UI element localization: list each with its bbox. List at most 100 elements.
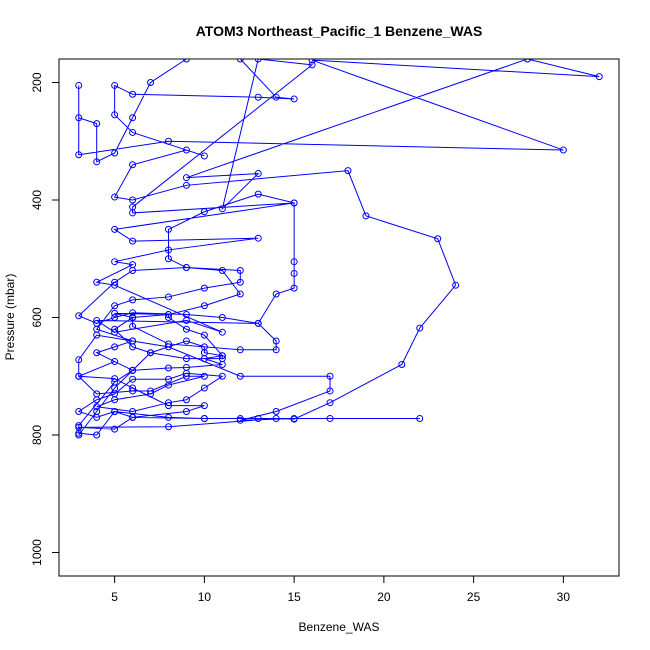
data-point [290,269,298,277]
data-point [129,384,137,392]
data-point [164,399,172,407]
data-point [164,255,172,263]
data-point [182,59,190,63]
data-point [200,355,208,363]
data-point [164,225,172,233]
y-tick-label: 200 [30,72,44,92]
data-point [290,95,298,103]
data-point [111,302,119,310]
data-point [182,337,190,345]
data-point [111,225,119,233]
data-point [75,151,83,159]
data-point [129,408,137,415]
data-point [236,346,244,354]
data-point [254,415,262,423]
data-point [111,425,119,433]
data-point [111,309,119,317]
data-point [182,316,190,324]
data-point [254,170,262,178]
data-point [182,174,190,182]
data-point [93,316,101,324]
data-point [111,149,119,157]
data-point [218,328,226,336]
x-tick-label: 15 [287,590,301,604]
data-point [236,267,244,274]
data-point [111,81,119,89]
data-point [93,331,101,339]
data-point [111,193,119,201]
data-point [164,423,172,431]
y-tick-label: 800 [30,425,44,445]
data-point [129,261,137,269]
data-point [523,59,531,63]
data-point [111,325,119,333]
data-point [200,372,208,380]
data-point [75,408,83,415]
data-point [559,146,567,154]
data-point [129,114,137,122]
data-point [93,431,101,439]
data-point [290,258,298,266]
data-point [147,387,155,395]
data-point [326,372,334,380]
data-point [129,296,137,304]
data-point [272,290,280,298]
data-point [254,190,262,198]
data-point [75,356,83,364]
data-point [326,415,334,423]
data-point [111,328,119,336]
data-point [416,415,424,423]
data-point [182,408,190,415]
data-point [164,413,172,421]
data-point [164,364,172,372]
data-point [290,284,298,292]
data-point [75,312,83,320]
data-point [434,235,442,243]
data-point [111,375,119,383]
data-point [308,59,316,64]
data-point [416,324,424,332]
data-point [129,161,137,169]
data-point [182,369,190,377]
data-point [75,114,83,122]
data-point [236,278,244,286]
y-axis: 200 400 600 800 1000 [30,72,59,566]
data-point [200,384,208,392]
data-point [164,246,172,254]
data-point [111,378,119,386]
data-point [93,278,101,286]
data-point [452,281,460,289]
data-point [164,293,172,301]
data-point [164,137,172,145]
data-point [129,237,137,245]
data-point [182,355,190,363]
data-point [164,311,172,319]
data-point [182,396,190,404]
data-point [254,93,262,101]
data-point [111,258,119,266]
data-point [182,146,190,154]
data-point [182,181,190,189]
data-point [182,264,190,272]
data-point [93,120,101,128]
data-point [398,361,406,368]
data-point [164,314,172,321]
data-point [93,403,101,411]
data-point [75,423,83,431]
data-point [164,375,172,383]
data-point [147,349,155,357]
data-point [272,346,280,354]
x-tick-label: 5 [111,590,118,604]
data-point [111,408,119,415]
data-point [129,309,137,317]
data-point [272,93,280,101]
data-point [200,284,208,292]
x-axis-label: Benzene_WAS [299,620,380,634]
data-point [200,402,208,410]
data-point [200,302,208,310]
data-point [344,167,352,175]
data-point [218,267,226,274]
data-point [272,408,280,415]
data-point [218,314,226,321]
